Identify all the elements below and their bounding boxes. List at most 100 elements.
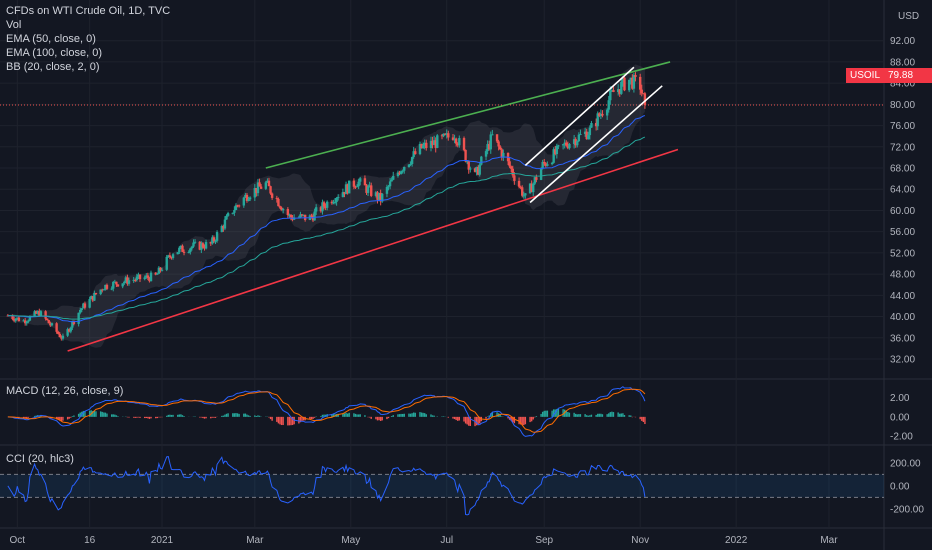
macd-title[interactable]: MACD (12, 26, close, 9) bbox=[6, 385, 124, 397]
candle-body bbox=[412, 151, 415, 158]
candle-body bbox=[442, 133, 445, 137]
candle-body bbox=[464, 149, 467, 162]
candle-body bbox=[355, 186, 359, 188]
candle-body bbox=[609, 90, 612, 101]
candle-body bbox=[629, 77, 632, 80]
candle-body bbox=[420, 143, 423, 149]
candle-body bbox=[621, 77, 625, 82]
candle-body bbox=[277, 198, 280, 207]
trendlines[interactable] bbox=[67, 61, 679, 352]
price-tick-label: 52.00 bbox=[890, 248, 915, 259]
legend-ema100[interactable]: EMA (100, close, 0) bbox=[6, 47, 102, 59]
candle-body bbox=[167, 255, 170, 257]
candle-body bbox=[363, 178, 367, 186]
candle-body bbox=[598, 113, 601, 116]
candle-body bbox=[347, 180, 351, 194]
candle-body bbox=[104, 284, 107, 290]
price-tick-label: 84.00 bbox=[890, 79, 915, 90]
price-tick-label: 68.00 bbox=[890, 164, 915, 175]
candle-body bbox=[583, 131, 587, 135]
candle-body bbox=[212, 237, 216, 242]
candle-body bbox=[179, 245, 183, 248]
candle-body bbox=[565, 142, 568, 146]
candle-body bbox=[157, 267, 161, 274]
price-tick-label: 64.00 bbox=[890, 185, 915, 196]
candle-body bbox=[190, 246, 194, 249]
ema50-line bbox=[7, 115, 646, 323]
candle-body bbox=[500, 149, 503, 158]
candle-body bbox=[385, 186, 389, 194]
candle-body bbox=[110, 288, 113, 290]
candle-body bbox=[72, 321, 76, 324]
legend-ema50[interactable]: EMA (50, close, 0) bbox=[6, 33, 96, 45]
candle-body bbox=[244, 194, 247, 198]
candle-body bbox=[409, 163, 412, 165]
candle-body bbox=[336, 197, 340, 199]
time-tick-label: Mar bbox=[246, 535, 264, 546]
candle-body bbox=[440, 135, 444, 137]
candle-body bbox=[532, 183, 535, 193]
candle-body bbox=[322, 202, 326, 207]
time-tick-label: 2022 bbox=[725, 535, 748, 546]
candle-body bbox=[146, 275, 150, 278]
candle-body bbox=[192, 242, 195, 247]
candle-body bbox=[557, 145, 560, 147]
symbol-tag: USOIL bbox=[846, 68, 885, 83]
candle-body bbox=[388, 181, 392, 187]
candle-body bbox=[587, 135, 590, 140]
candle-body bbox=[181, 245, 184, 252]
macd-tick-label: 0.00 bbox=[890, 412, 910, 423]
candle-body bbox=[398, 172, 401, 175]
trendline-channel-upper bbox=[524, 66, 635, 166]
candle-body bbox=[390, 179, 393, 182]
candle-body bbox=[377, 192, 381, 200]
candle-body bbox=[68, 329, 71, 332]
candle-body bbox=[264, 182, 268, 189]
candle-body bbox=[154, 272, 157, 275]
candle-body bbox=[278, 206, 282, 208]
time-tick-label: Jul bbox=[440, 535, 453, 546]
candle-body bbox=[588, 127, 592, 136]
candle-body bbox=[458, 138, 461, 146]
candle-body bbox=[198, 241, 201, 250]
candle-body bbox=[541, 161, 544, 169]
price-tick-label: 92.00 bbox=[890, 36, 915, 47]
candle-body bbox=[211, 237, 214, 244]
candle-body bbox=[502, 152, 505, 158]
candle-body bbox=[399, 171, 403, 175]
candle-body bbox=[256, 182, 260, 194]
candle-body bbox=[288, 214, 291, 216]
candle-body bbox=[116, 284, 120, 287]
legend-vol[interactable]: Vol bbox=[6, 19, 22, 31]
candle-body bbox=[510, 166, 513, 169]
candle-body bbox=[489, 134, 492, 150]
price-tick-label: 40.00 bbox=[890, 312, 915, 323]
candle-body bbox=[281, 209, 285, 211]
candle-body bbox=[341, 192, 345, 198]
candle-body bbox=[594, 122, 598, 127]
candle-body bbox=[332, 201, 335, 204]
candles bbox=[6, 72, 647, 341]
candle-body bbox=[456, 143, 459, 146]
candle-body bbox=[90, 296, 93, 300]
cci-title[interactable]: CCI (20, hlc3) bbox=[6, 453, 74, 465]
candle-body bbox=[234, 205, 238, 211]
candle-body bbox=[454, 138, 458, 144]
candle-body bbox=[407, 164, 411, 167]
candle-body bbox=[535, 177, 538, 180]
candle-body bbox=[12, 318, 16, 321]
candle-body bbox=[528, 183, 532, 194]
candle-body bbox=[258, 182, 261, 187]
candle-body bbox=[563, 142, 566, 145]
candle-body bbox=[83, 303, 87, 308]
candle-body bbox=[171, 254, 175, 259]
candle-body bbox=[220, 226, 223, 233]
candle-body bbox=[36, 311, 39, 314]
candle-body bbox=[568, 143, 571, 149]
macd-legend: MACD (12, 26, close, 9) bbox=[6, 384, 123, 398]
legend-bb[interactable]: BB (20, close, 2, 0) bbox=[6, 61, 100, 73]
ema-lines bbox=[7, 115, 646, 323]
candle-body bbox=[69, 327, 72, 332]
candle-body bbox=[113, 281, 117, 283]
